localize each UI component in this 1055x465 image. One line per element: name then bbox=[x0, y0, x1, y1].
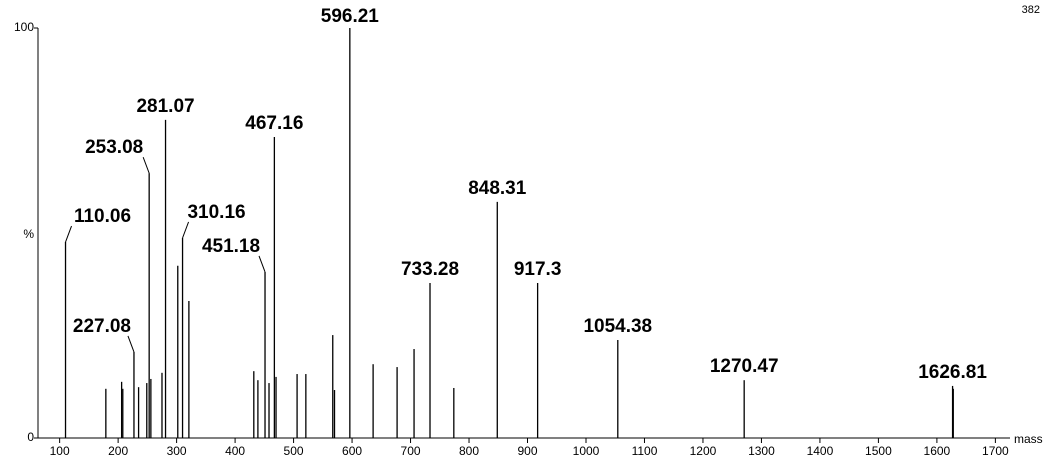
label-connector bbox=[65, 225, 72, 243]
peak-label: 281.07 bbox=[136, 96, 194, 117]
peak-label: 227.08 bbox=[73, 316, 131, 337]
x-tick-label: 800 bbox=[459, 444, 479, 458]
x-tick-label: 400 bbox=[225, 444, 245, 458]
x-tick-label: 700 bbox=[401, 444, 421, 458]
peak-label: 467.16 bbox=[245, 113, 303, 134]
label-connector bbox=[127, 335, 135, 353]
x-tick-label: 600 bbox=[342, 444, 362, 458]
peak-label: 1626.81 bbox=[918, 362, 987, 383]
x-tick-label: 1600 bbox=[924, 444, 951, 458]
y-tick-label: 100 bbox=[14, 20, 34, 34]
label-connector bbox=[258, 255, 266, 273]
x-axis-label: mass bbox=[1014, 432, 1043, 446]
label-connector bbox=[182, 221, 190, 239]
y-tick-label: 0 bbox=[27, 430, 34, 444]
x-tick-label: 100 bbox=[50, 444, 70, 458]
peak-label: 917.3 bbox=[514, 259, 562, 280]
label-connector bbox=[142, 156, 150, 174]
x-tick-label: 1400 bbox=[807, 444, 834, 458]
peak-label: 1054.38 bbox=[583, 316, 652, 337]
x-tick-label: 1000 bbox=[573, 444, 600, 458]
x-tick-label: 300 bbox=[167, 444, 187, 458]
peak-label: 451.18 bbox=[202, 236, 260, 257]
x-tick-label: 1300 bbox=[748, 444, 775, 458]
peak-label: 848.31 bbox=[468, 178, 527, 199]
x-tick-label: 1200 bbox=[690, 444, 717, 458]
peak-label: 310.16 bbox=[187, 202, 245, 223]
peak-label: 596.21 bbox=[321, 6, 380, 27]
x-tick-label: 1500 bbox=[865, 444, 892, 458]
peak-label: 1270.47 bbox=[710, 356, 779, 377]
peak-label: 110.06 bbox=[74, 206, 131, 227]
x-tick-label: 900 bbox=[517, 444, 537, 458]
peak-label: 733.28 bbox=[401, 259, 459, 280]
x-tick-label: 200 bbox=[108, 444, 128, 458]
peak-label: 253.08 bbox=[85, 137, 143, 158]
x-tick-label: 500 bbox=[284, 444, 304, 458]
x-tick-label: 1100 bbox=[632, 444, 658, 458]
y-axis-label: % bbox=[23, 227, 34, 241]
annotation: 382 bbox=[1022, 4, 1040, 16]
x-tick-label: 1700 bbox=[982, 444, 1009, 458]
